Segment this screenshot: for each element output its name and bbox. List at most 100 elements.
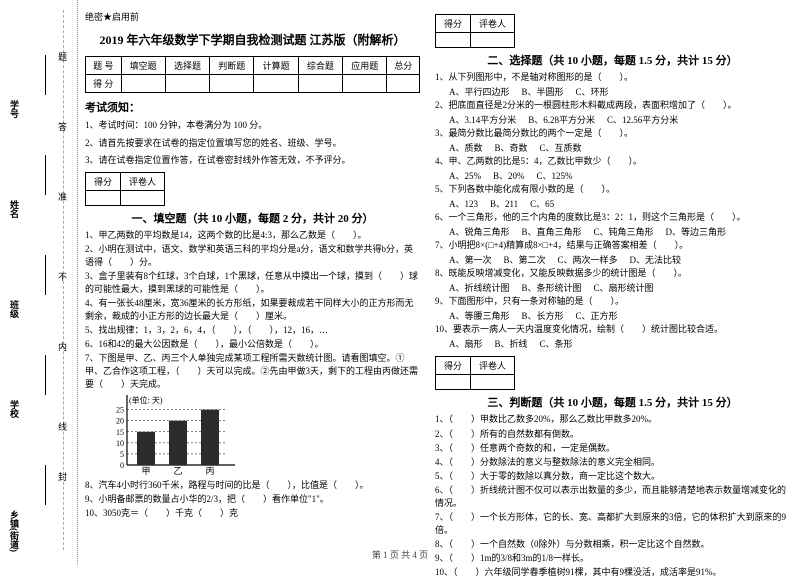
choice-opt: C、12.56平方分米 bbox=[607, 115, 678, 125]
line bbox=[45, 255, 46, 295]
choice-q: 9、下面图形中，只有一条对称轴的是（ ）。 bbox=[435, 295, 790, 308]
marker-score: 得分 bbox=[86, 172, 121, 190]
bar-chart: (单位: 天)0510152025甲乙丙 bbox=[105, 395, 235, 475]
marker-score: 得分 bbox=[436, 357, 471, 375]
notice-item: 1、考试时间：100 分钟，本卷满分为 100 分。 bbox=[85, 119, 420, 133]
choice-opt: A、锐角三角形 bbox=[449, 227, 510, 237]
field-name: 姓名 bbox=[8, 200, 21, 218]
chart-svg: (单位: 天)0510152025甲乙丙 bbox=[105, 395, 235, 475]
judge-q: 2、（ ）所有的自然数都有倒数。 bbox=[435, 428, 790, 441]
choice-opt: B、半圆形 bbox=[522, 87, 564, 97]
field-township: 乡镇(街道) bbox=[8, 510, 21, 552]
choice-q: 7、小明把8×(□+4)精算成8×□+4，结果与正确答案相差（ ）。 bbox=[435, 239, 790, 252]
seal-char: 线 bbox=[58, 420, 67, 433]
choice-opt: B、20% bbox=[493, 171, 525, 181]
line bbox=[45, 355, 46, 395]
secret-label: 绝密★启用前 bbox=[85, 10, 420, 23]
td bbox=[436, 375, 471, 390]
th: 题 号 bbox=[86, 57, 122, 75]
judge-q: 5、（ ）大于零的数除以真分数，商一定比这个数大。 bbox=[435, 470, 790, 483]
choice-opts: A、3.14平方分米B、6.28平方分米C、12.56平方分米 bbox=[435, 113, 790, 126]
choice-opts: A、25%B、20%C、125% bbox=[435, 169, 790, 182]
td bbox=[298, 75, 342, 93]
th: 选择题 bbox=[165, 57, 209, 75]
svg-text:丙: 丙 bbox=[205, 466, 214, 475]
marker-reviewer: 评卷人 bbox=[121, 172, 165, 190]
svg-text:0: 0 bbox=[120, 461, 124, 470]
binding-column: 乡镇(街道) 学校 班级 姓名 学号 封 线 内 不 准 答 题 bbox=[0, 0, 78, 565]
marker-score: 得分 bbox=[436, 15, 471, 33]
td bbox=[210, 75, 254, 93]
fill-q: 5、找出规律：1，3，2，6，4，（ ），（ ），12，16，… bbox=[85, 324, 420, 337]
svg-text:15: 15 bbox=[116, 428, 124, 437]
line bbox=[45, 55, 46, 95]
fill-q: 10、3050克＝（ ）千克（ ）克 bbox=[85, 507, 420, 520]
field-id: 学号 bbox=[8, 100, 21, 118]
choice-opt: B、折线 bbox=[495, 339, 528, 349]
choice-opt: C、互质数 bbox=[540, 143, 582, 153]
judge-q: 4、（ ）分数除法的意义与整数除法的意义完全相同。 bbox=[435, 456, 790, 469]
choice-opts: A、质数B、奇数C、互质数 bbox=[435, 141, 790, 154]
td bbox=[121, 190, 165, 205]
line bbox=[45, 155, 46, 195]
choice-opts: A、折线统计图B、条形统计图C、扇形统计图 bbox=[435, 281, 790, 294]
notice-item: 2、请首先按要求在试卷的指定位置填写您的姓名、班级、学号。 bbox=[85, 137, 420, 151]
choice-opt: C、125% bbox=[537, 171, 573, 181]
th: 判断题 bbox=[210, 57, 254, 75]
choice-q: 2、把底面直径是2分米的一根圆柱形木料截成两段，表面积增加了（ ）。 bbox=[435, 99, 790, 112]
choice-q: 10、要表示一病人一天内温度变化情况，绘制（ ）统计图比较合适。 bbox=[435, 323, 790, 336]
line bbox=[45, 465, 46, 505]
fill-q: 4、有一张长48厘米，宽36厘米的长方形纸，如果要裁成若干同样大小的正方形而无剩… bbox=[85, 297, 420, 323]
choice-opts: A、等腰三角形B、长方形C、正方形 bbox=[435, 309, 790, 322]
section-1-title: 一、填空题（共 10 小题，每题 2 分，共计 20 分） bbox=[85, 210, 420, 226]
marker-table: 得分评卷人 bbox=[435, 356, 515, 390]
judge-q: 1、（ ）甲数比乙数多20%，那么乙数比甲数多20%。 bbox=[435, 413, 790, 426]
score-table: 题 号 填空题 选择题 判断题 计算题 综合题 应用题 总分 得 分 bbox=[85, 56, 420, 93]
td bbox=[471, 33, 515, 48]
notice-title: 考试须知： bbox=[85, 99, 420, 115]
th: 应用题 bbox=[343, 57, 387, 75]
td bbox=[436, 33, 471, 48]
choice-opt: C、正方形 bbox=[576, 311, 618, 321]
td: 得 分 bbox=[86, 75, 122, 93]
marker-table: 得分评卷人 bbox=[435, 14, 515, 48]
svg-text:甲: 甲 bbox=[141, 466, 150, 475]
svg-text:20: 20 bbox=[116, 417, 124, 426]
choice-opt: A、123 bbox=[449, 199, 478, 209]
choice-opt: B、奇数 bbox=[495, 143, 528, 153]
td bbox=[86, 190, 121, 205]
svg-text:(单位: 天): (单位: 天) bbox=[129, 395, 163, 405]
th: 总分 bbox=[387, 57, 420, 75]
td bbox=[254, 75, 298, 93]
choice-opts: A、锐角三角形B、直角三角形C、钝角三角形D、等边三角形 bbox=[435, 225, 790, 238]
judge-q: 3、（ ）任意两个奇数的和，一定是偶数。 bbox=[435, 442, 790, 455]
choice-opt: B、第二次 bbox=[504, 255, 546, 265]
seal-char: 内 bbox=[58, 340, 67, 353]
choice-q: 1、从下列图形中，不是轴对称图形的是（ ）。 bbox=[435, 71, 790, 84]
choice-opt: A、平行四边形 bbox=[449, 87, 510, 97]
fill-q: 9、小明备邮票的数量占小华的2/3，把（ ）看作单位"1"。 bbox=[85, 493, 420, 506]
choice-q: 4、甲、乙两数的比是5：4，乙数比甲数少（ ）。 bbox=[435, 155, 790, 168]
notice-item: 3、请在试卷指定位置作答，在试卷密封线外作答无效，不予评分。 bbox=[85, 154, 420, 168]
seal-char: 答 bbox=[58, 120, 67, 133]
judge-q: 10、（ ）六年级同学春季植树91棵，其中有9棵没活，成活率是91%。 bbox=[435, 566, 790, 579]
choice-q: 5、下列各数中能化成有限小数的是（ ）。 bbox=[435, 183, 790, 196]
choice-q: 6、一个三角形，他的三个内角的度数比是3：2：1，则这个三角形是（ ）。 bbox=[435, 211, 790, 224]
choice-opt: B、直角三角形 bbox=[522, 227, 582, 237]
td bbox=[387, 75, 420, 93]
choice-opt: B、211 bbox=[490, 199, 518, 209]
th: 填空题 bbox=[121, 57, 165, 75]
fill-q: 1、甲乙两数的平均数是14，这两个数的比是4:3，那么乙数是（ ）。 bbox=[85, 229, 420, 242]
choice-opt: B、条形统计图 bbox=[522, 283, 582, 293]
choice-opt: A、第一次 bbox=[449, 255, 492, 265]
choice-opts: A、扇形B、折线C、条形 bbox=[435, 337, 790, 350]
choice-opt: B、长方形 bbox=[522, 311, 564, 321]
td bbox=[165, 75, 209, 93]
fill-q: 3、盒子里装有8个红球，3个白球，1个黑球，任意从中摸出一个球，摸到（ ）球的可… bbox=[85, 270, 420, 296]
fill-q: 8、汽车4小时行360千米，路程与时间的比是（ ），比值是（ ）。 bbox=[85, 479, 420, 492]
choice-q: 3、最简分数比最简分数比的两个一定是（ ）。 bbox=[435, 127, 790, 140]
right-page: 得分评卷人 二、选择题（共 10 小题，每题 1.5 分，共计 15 分） 1、… bbox=[435, 10, 790, 580]
svg-text:25: 25 bbox=[116, 406, 124, 415]
choice-opt: B、6.28平方分米 bbox=[528, 115, 595, 125]
seal-char: 不 bbox=[58, 270, 67, 283]
